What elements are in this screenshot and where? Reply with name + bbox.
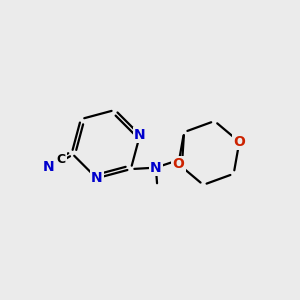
Text: N: N: [43, 160, 55, 173]
Text: C: C: [57, 153, 66, 166]
Text: O: O: [172, 157, 184, 171]
Text: N: N: [134, 128, 146, 142]
Text: O: O: [233, 135, 245, 149]
Text: N: N: [91, 171, 103, 185]
Text: N: N: [150, 160, 162, 175]
